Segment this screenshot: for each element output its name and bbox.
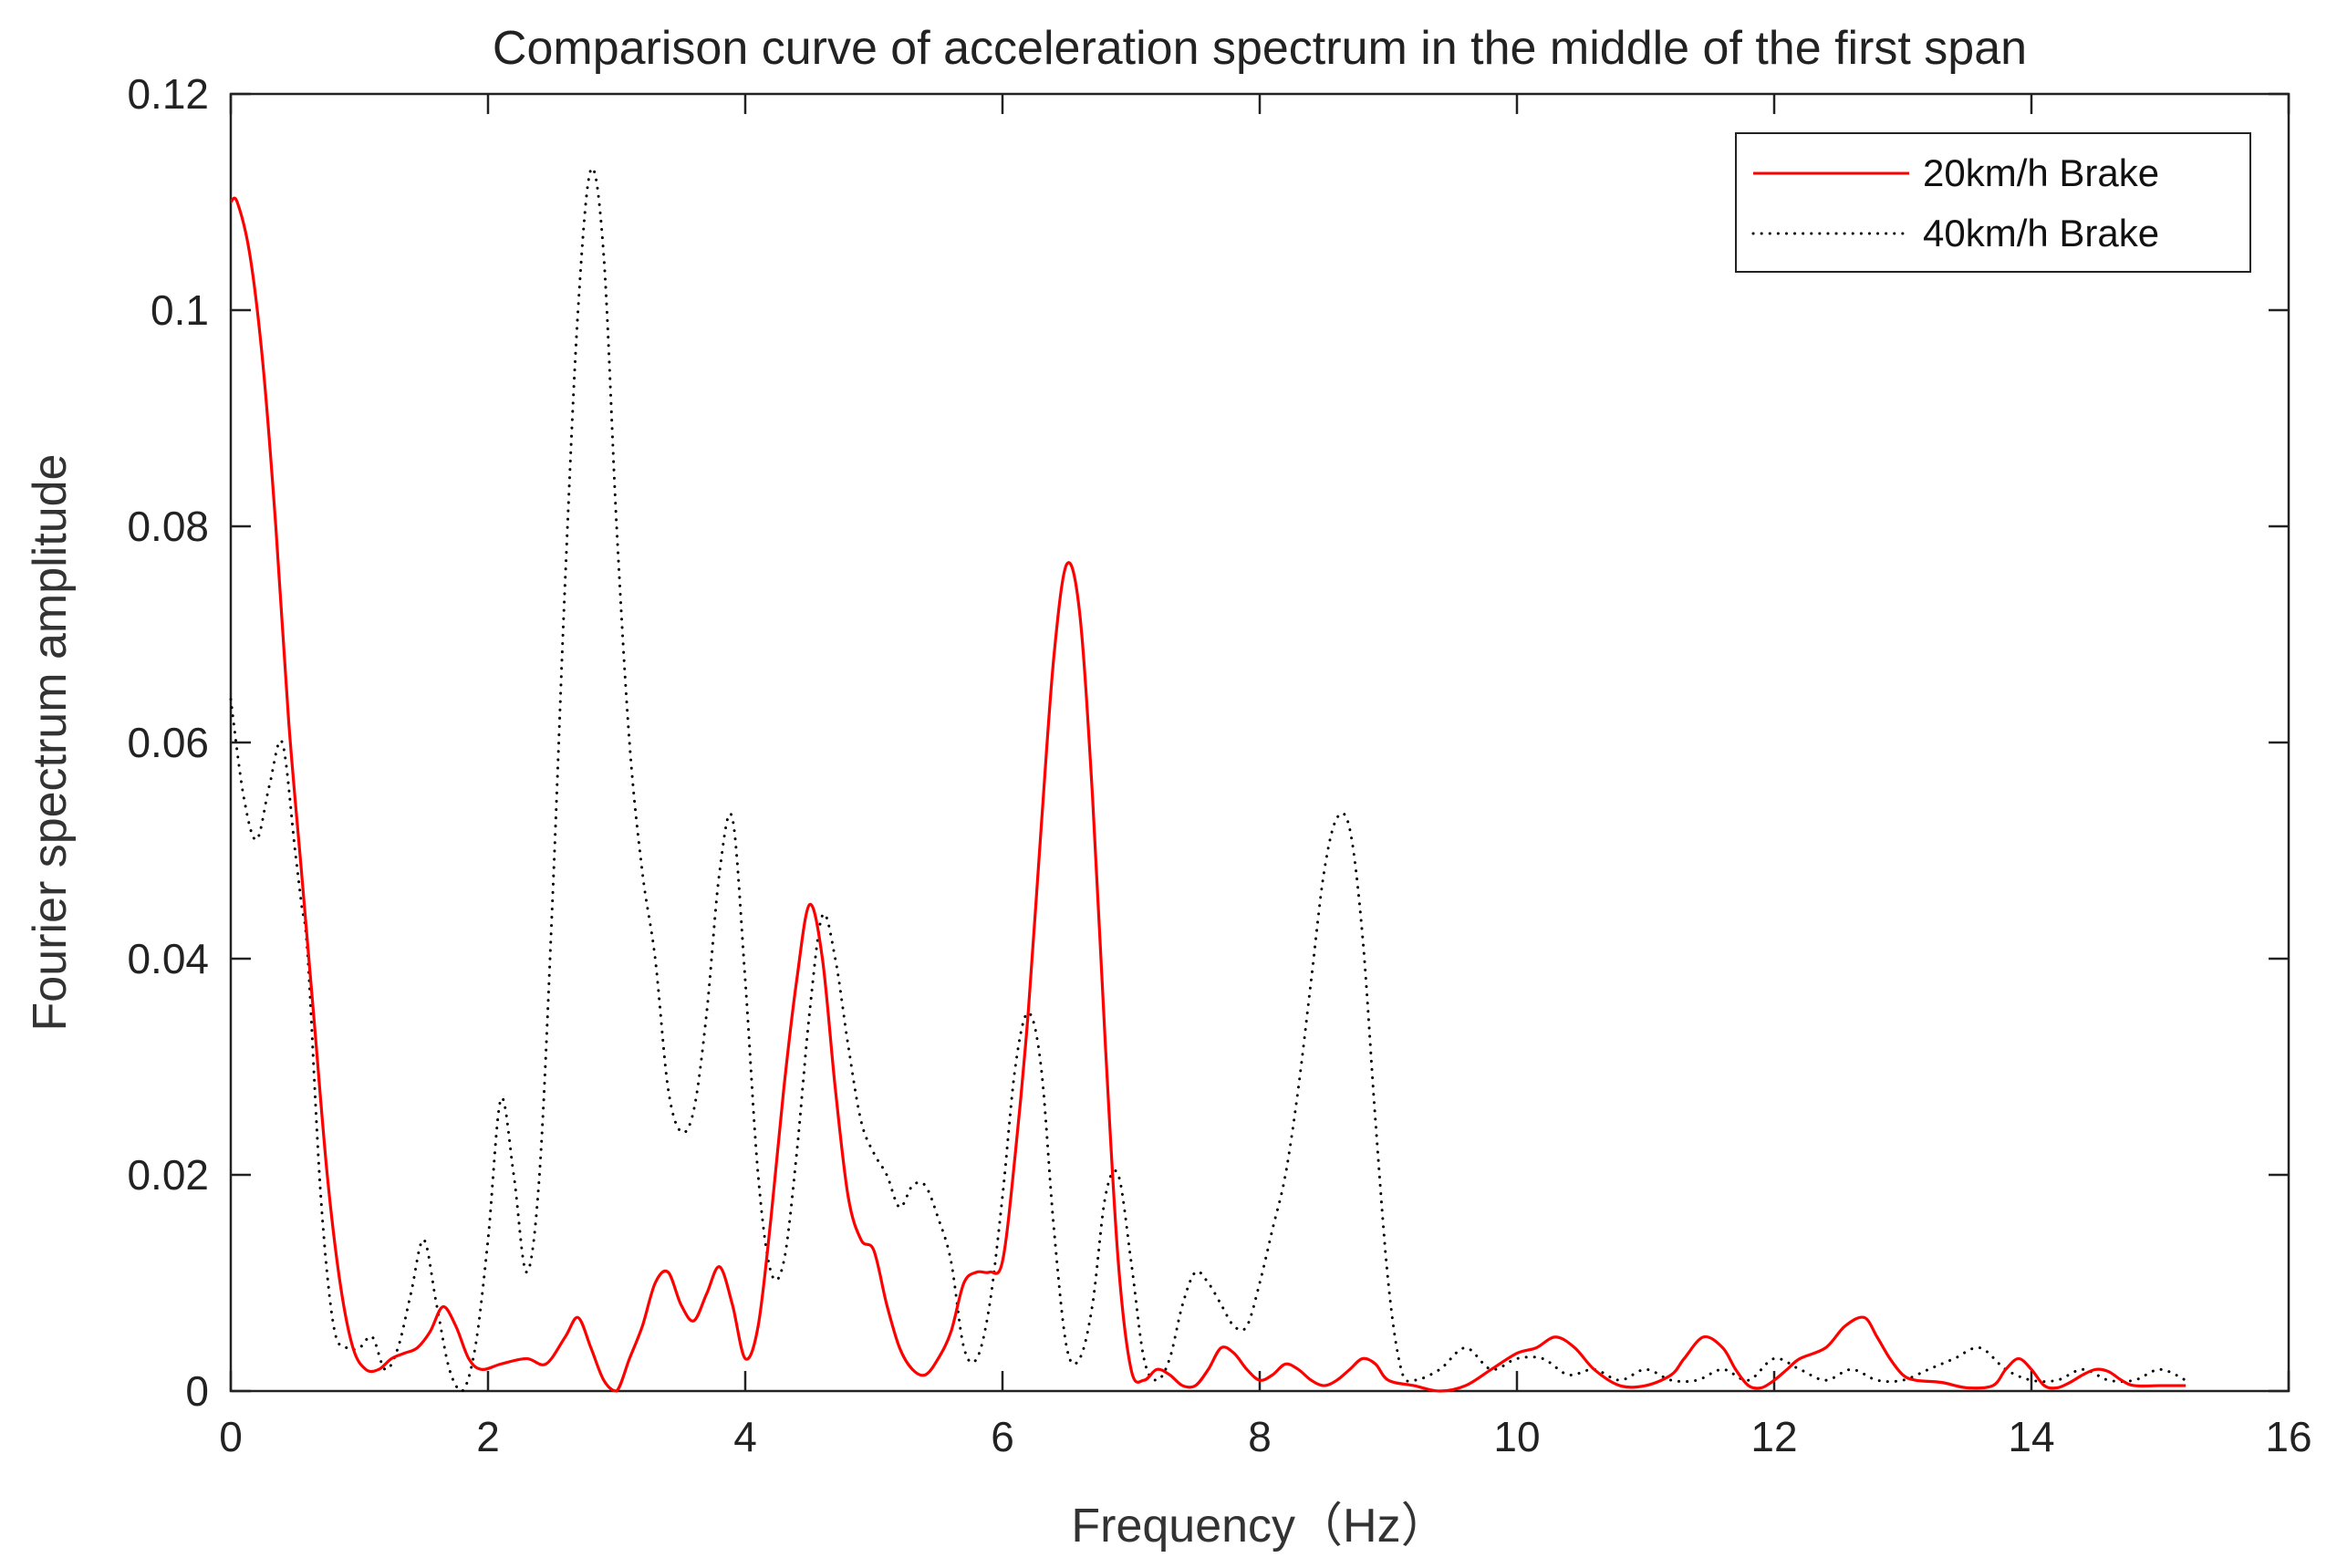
y-axis-label: Fourier spectrum amplitude — [24, 454, 77, 1032]
series-line-40km-h-brake — [229, 166, 2187, 1393]
y-tick-label: 0.1 — [151, 286, 209, 334]
x-axis-label: Frequency（Hz） — [1071, 1500, 1448, 1552]
x-tick-label: 4 — [733, 1413, 757, 1460]
x-tick-label: 6 — [991, 1413, 1014, 1460]
plot-area — [229, 92, 2290, 1393]
chart-title: Comparison curve of acceleration spectru… — [493, 22, 2027, 75]
y-tick-label: 0.02 — [127, 1151, 209, 1199]
x-axis-tick-labels: 0 2 4 6 8 10 12 14 16 — [219, 1413, 2311, 1460]
x-tick-label: 10 — [1493, 1413, 1540, 1460]
legend: 20km/h Brake 40km/h Brake — [1735, 132, 2251, 273]
y-tick-label: 0.04 — [127, 935, 209, 982]
legend-label-20kmh-brake: 20km/h Brake — [1923, 151, 2159, 194]
legend-box — [1735, 132, 2251, 273]
x-tick-label: 2 — [476, 1413, 500, 1460]
x-tick-label: 16 — [2265, 1413, 2311, 1460]
series-line-20km-h-brake — [229, 196, 2186, 1393]
series-layer — [229, 166, 2187, 1393]
y-axis-ticks — [231, 92, 2289, 1393]
y-tick-label: 0.08 — [127, 503, 209, 550]
y-tick-label: 0.06 — [127, 719, 209, 766]
x-tick-label: 14 — [2008, 1413, 2054, 1460]
y-tick-label: 0.12 — [127, 70, 209, 118]
x-tick-label: 12 — [1750, 1413, 1797, 1460]
x-tick-label: 0 — [219, 1413, 243, 1460]
x-tick-label: 8 — [1248, 1413, 1272, 1460]
legend-label-40kmh-brake: 40km/h Brake — [1923, 212, 2159, 254]
y-tick-label: 0 — [185, 1367, 209, 1415]
y-axis-tick-labels: 0 0.02 0.04 0.06 0.08 0.1 0.12 — [127, 70, 209, 1415]
